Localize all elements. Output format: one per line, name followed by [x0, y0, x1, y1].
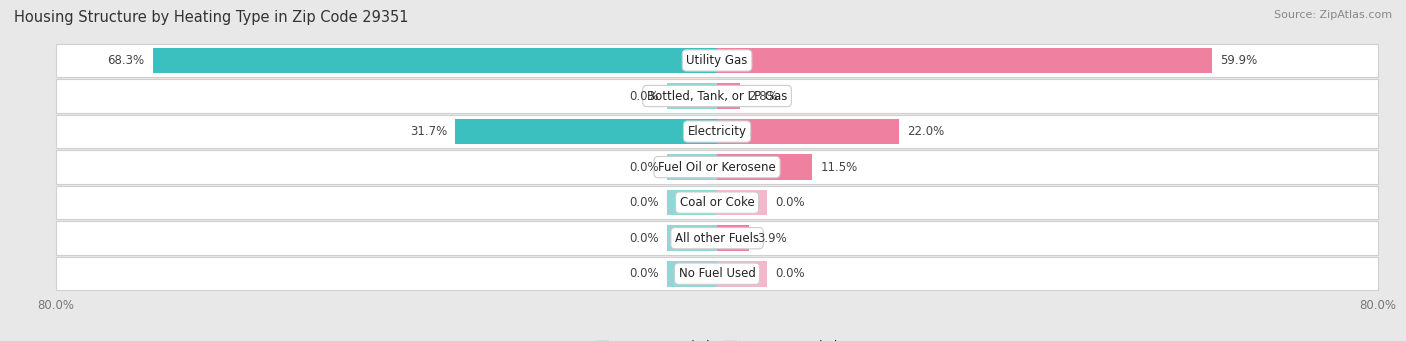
Text: No Fuel Used: No Fuel Used: [679, 267, 755, 280]
Text: 68.3%: 68.3%: [107, 54, 145, 67]
Bar: [668, 154, 717, 180]
Bar: [56, 115, 1378, 148]
Text: Electricity: Electricity: [688, 125, 747, 138]
Text: 22.0%: 22.0%: [907, 125, 945, 138]
Text: Bottled, Tank, or LP Gas: Bottled, Tank, or LP Gas: [647, 89, 787, 103]
Legend: Owner-occupied, Renter-occupied: Owner-occupied, Renter-occupied: [592, 336, 842, 341]
Text: 0.0%: 0.0%: [630, 161, 659, 174]
Bar: [717, 48, 1212, 73]
Bar: [56, 257, 1378, 291]
Bar: [717, 154, 813, 180]
Text: All other Fuels: All other Fuels: [675, 232, 759, 245]
Bar: [717, 225, 749, 251]
Text: 31.7%: 31.7%: [409, 125, 447, 138]
Bar: [56, 221, 1378, 255]
Bar: [668, 83, 717, 109]
Text: Coal or Coke: Coal or Coke: [679, 196, 755, 209]
Bar: [153, 48, 717, 73]
Text: Fuel Oil or Kerosene: Fuel Oil or Kerosene: [658, 161, 776, 174]
Bar: [56, 44, 1378, 77]
Bar: [456, 119, 717, 144]
Text: Source: ZipAtlas.com: Source: ZipAtlas.com: [1274, 10, 1392, 20]
Text: 0.0%: 0.0%: [630, 196, 659, 209]
Text: 11.5%: 11.5%: [820, 161, 858, 174]
Bar: [717, 83, 740, 109]
Text: 0.0%: 0.0%: [630, 89, 659, 103]
Bar: [668, 225, 717, 251]
Bar: [668, 261, 717, 286]
Text: 3.9%: 3.9%: [758, 232, 787, 245]
Bar: [56, 186, 1378, 219]
Bar: [668, 190, 717, 216]
Bar: [717, 261, 766, 286]
Bar: [56, 150, 1378, 184]
Bar: [56, 79, 1378, 113]
Bar: [717, 119, 898, 144]
Bar: [717, 190, 766, 216]
Text: 0.0%: 0.0%: [775, 267, 804, 280]
Text: 2.8%: 2.8%: [748, 89, 778, 103]
Text: Utility Gas: Utility Gas: [686, 54, 748, 67]
Text: 59.9%: 59.9%: [1220, 54, 1257, 67]
Text: 0.0%: 0.0%: [775, 196, 804, 209]
Text: Housing Structure by Heating Type in Zip Code 29351: Housing Structure by Heating Type in Zip…: [14, 10, 409, 25]
Text: 0.0%: 0.0%: [630, 232, 659, 245]
Text: 0.0%: 0.0%: [630, 267, 659, 280]
